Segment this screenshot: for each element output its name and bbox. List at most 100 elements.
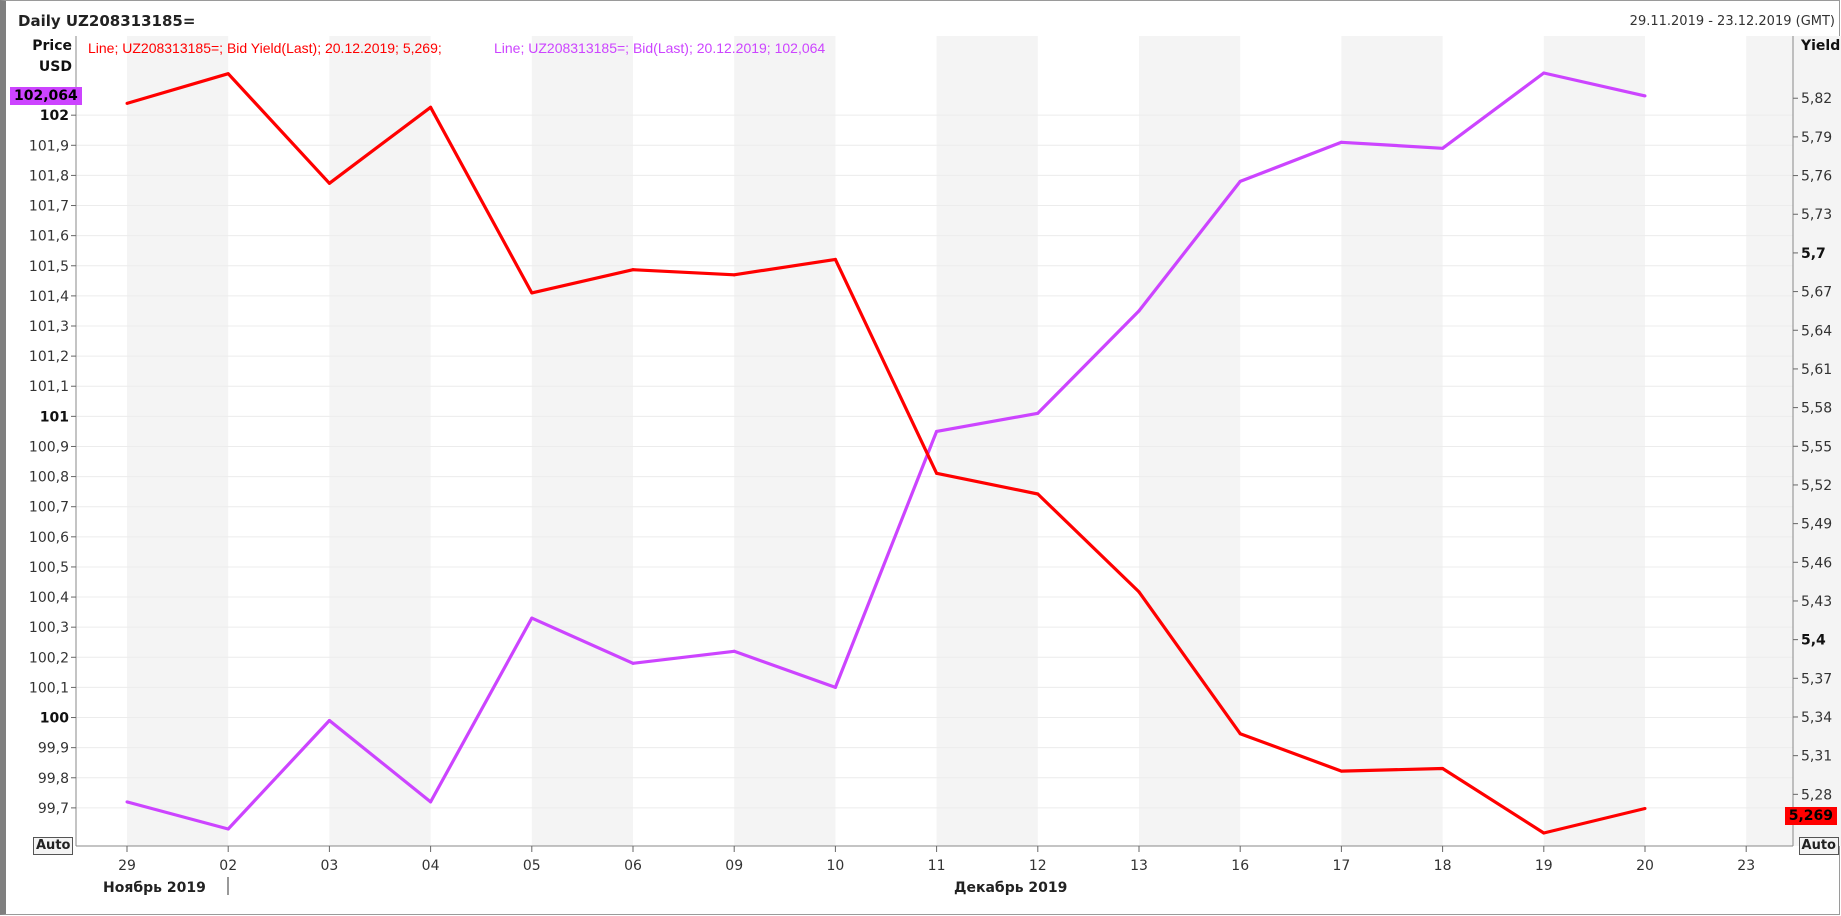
legend-price: Line; UZ208313185=; Bid(Last); 20.12.201… (494, 40, 825, 56)
right-tick-label: 5,82 (1801, 91, 1832, 107)
price-point-09 (732, 649, 736, 653)
left-tick-label: 100,7 (29, 500, 69, 516)
month-label-november: Ноябрь 2019 (103, 880, 206, 896)
left-tick-label: 101,2 (29, 349, 69, 365)
yield-point-04 (429, 105, 433, 109)
x-tick-label: 12 (1029, 858, 1047, 874)
yield-point-29 (125, 101, 129, 105)
yield-point-06 (631, 268, 635, 272)
right-tick-label: 5,49 (1801, 517, 1832, 533)
x-tick-label: 02 (219, 858, 237, 874)
left-axis-title-price: Price (32, 38, 72, 54)
price-point-11 (935, 429, 939, 433)
x-tick-label: 20 (1636, 858, 1654, 874)
x-tick-label: 05 (523, 858, 541, 874)
price-point-19 (1542, 71, 1546, 75)
x-axis-ticks: 29 02 03 04 05 06 09 10 11 12 13 16 17 18 19 20 23 (118, 846, 1755, 874)
band-8 (936, 36, 1038, 846)
right-tick-label: 5,76 (1801, 169, 1832, 185)
price-point-29 (125, 800, 129, 804)
x-tick-label: 03 (320, 858, 338, 874)
x-tick-label: 18 (1434, 858, 1452, 874)
legend-yield: Line; UZ208313185=; Bid Yield(Last); 20.… (88, 40, 442, 56)
yield-point-05 (530, 291, 534, 295)
band-6 (734, 36, 836, 846)
price-line (126, 71, 1646, 831)
month-label-december: Декабрь 2019 (954, 880, 1067, 896)
left-tick-label: 101,4 (29, 289, 69, 305)
right-tick-label: 5,37 (1801, 671, 1832, 687)
left-tick-label: 101,8 (29, 168, 69, 184)
left-tick-label: 101,5 (29, 259, 69, 275)
left-tick-label: 99,9 (38, 741, 69, 757)
band-10 (1139, 36, 1241, 846)
x-tick-label: 23 (1737, 858, 1755, 874)
x-tick-label: 06 (624, 858, 642, 874)
band-0 (127, 36, 229, 846)
auto-scale-left-button[interactable]: Auto (33, 837, 74, 855)
left-tick-label: 100,6 (29, 530, 69, 546)
weekday-bands (127, 36, 1841, 846)
right-tick-label: 5,73 (1801, 207, 1832, 223)
yield-point-20 (1643, 807, 1647, 811)
yield-line (126, 72, 1646, 835)
price-point-16 (1238, 179, 1242, 183)
left-tick-label: 100 (40, 711, 69, 727)
auto-scale-right-button[interactable]: Auto (1798, 837, 1839, 855)
band-14 (1543, 36, 1645, 846)
yield-point-10 (833, 257, 837, 261)
left-tick-label: 102 (40, 108, 69, 124)
right-tick-label: 5,46 (1801, 555, 1832, 571)
left-tick-label: 101,7 (29, 199, 69, 215)
right-tick-label: 5,4 (1801, 633, 1826, 649)
x-tick-label: 19 (1535, 858, 1553, 874)
band-4 (531, 36, 633, 846)
right-tick-label: 5,43 (1801, 594, 1832, 610)
x-tick-label: 13 (1130, 858, 1148, 874)
right-tick-label: 5,61 (1801, 362, 1832, 378)
x-tick-label: 16 (1231, 858, 1249, 874)
right-tick-label: 5,34 (1801, 710, 1832, 726)
left-tick-label: 99,8 (38, 771, 69, 787)
left-axis-ticks: 99,7 99,8 99,9 100 100,1 100,2 100,3 100,4 100,5… (29, 108, 76, 817)
chart-title: Daily UZ208313185= (18, 12, 196, 30)
right-tick-label: 5,52 (1801, 478, 1832, 494)
left-tick-label: 100,3 (29, 620, 69, 636)
left-tick-label: 100,2 (29, 650, 69, 666)
x-tick-label: 29 (118, 858, 136, 874)
right-axis-title-yield: Yield (1800, 38, 1840, 54)
price-point-02 (226, 827, 230, 831)
left-tick-label: 100,5 (29, 560, 69, 576)
yield-point-03 (327, 181, 331, 185)
left-tick-label: 99,7 (38, 801, 69, 817)
gridlines (76, 114, 1793, 809)
left-tick-label: 100,1 (29, 680, 69, 696)
yield-point-16 (1238, 732, 1242, 736)
x-tick-label: 04 (422, 858, 440, 874)
yield-point-02 (226, 72, 230, 76)
yield-point-19 (1542, 831, 1546, 835)
yield-point-11 (935, 471, 939, 475)
right-tick-label: 5,55 (1801, 439, 1832, 455)
x-tick-label: 10 (826, 858, 844, 874)
right-tick-label: 5,79 (1801, 130, 1832, 146)
price-point-18 (1441, 146, 1445, 150)
left-tick-label: 101,3 (29, 319, 69, 335)
left-tick-label: 100,9 (29, 439, 69, 455)
left-axis-title-usd: USD (39, 59, 72, 75)
left-tick-label: 101,1 (29, 379, 69, 395)
band-2 (329, 36, 431, 846)
band-16 (1746, 36, 1841, 846)
right-tick-label: 5,64 (1801, 323, 1832, 339)
right-tick-label: 5,67 (1801, 285, 1832, 301)
x-tick-label: 09 (725, 858, 743, 874)
left-tick-label: 101 (40, 409, 69, 425)
price-point-12 (1036, 411, 1040, 415)
left-tick-label: 100,4 (29, 590, 69, 606)
yield-point-13 (1137, 590, 1141, 594)
price-point-03 (327, 719, 331, 723)
last-price-pill: 102,064 (10, 87, 82, 105)
right-tick-label: 5,7 (1801, 246, 1826, 262)
right-tick-label: 5,28 (1801, 787, 1832, 803)
